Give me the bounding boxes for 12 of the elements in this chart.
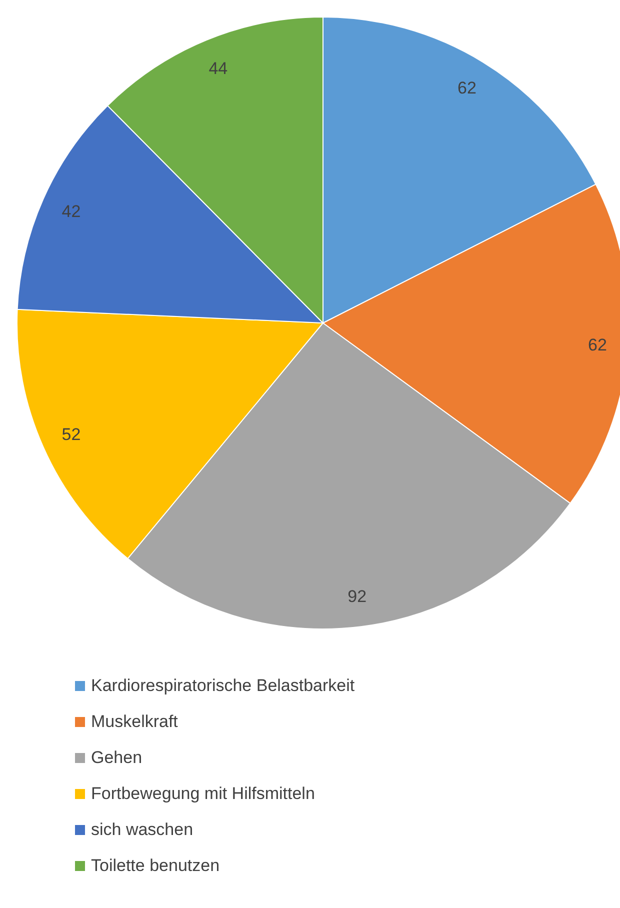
legend-label: Toilette benutzen <box>91 856 220 876</box>
data-label: 62 <box>458 78 476 98</box>
legend-label: Kardiorespiratorische Belastbarkeit <box>91 676 355 696</box>
data-label: 44 <box>208 58 228 78</box>
data-label: 62 <box>588 335 607 354</box>
data-label: 92 <box>348 586 367 606</box>
data-label: 52 <box>62 425 81 444</box>
legend-label: Gehen <box>91 748 142 768</box>
legend-label: Fortbewegung mit Hilfsmitteln <box>91 784 315 804</box>
data-label: 42 <box>62 202 81 221</box>
legend-label: Muskelkraft <box>91 712 178 732</box>
legend-label: sich waschen <box>91 820 194 840</box>
